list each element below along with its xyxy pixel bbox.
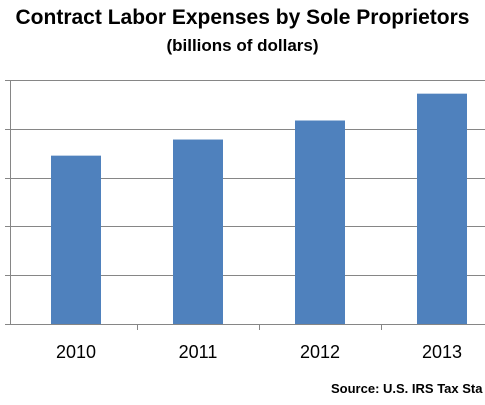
bar [417, 93, 467, 324]
x-tick-label: 2013 [422, 342, 462, 362]
bar [295, 120, 345, 324]
bar [51, 155, 101, 324]
x-tick-label: 2012 [300, 342, 340, 362]
chart-subtitle: (billions of dollars) [166, 36, 319, 55]
x-tick-label: 2011 [179, 342, 218, 362]
source-note: Source: U.S. IRS Tax Sta [331, 381, 483, 396]
bar [173, 139, 223, 324]
chart-title: Contract Labor Expenses by Sole Propriet… [15, 6, 470, 29]
x-tick-label: 2010 [56, 342, 96, 362]
